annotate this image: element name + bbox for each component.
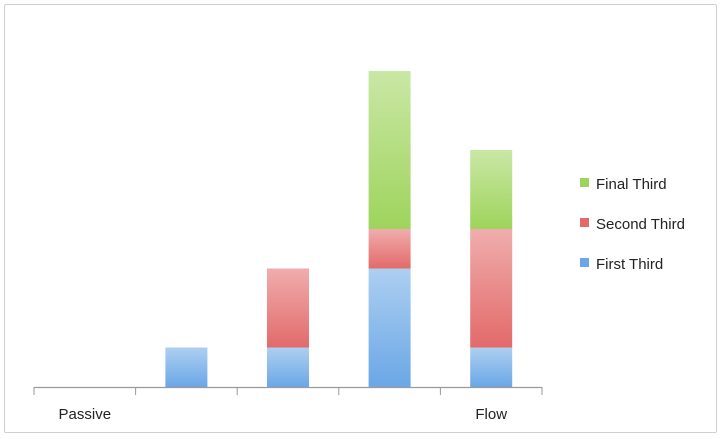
legend-swatch-first-third [580,258,589,267]
bar-second-third-cat3 [267,268,309,348]
x-tick-label: Passive [59,406,112,423]
bar-first-third-cat5 [470,347,513,387]
x-axis [33,386,543,395]
bars-layer [165,71,513,387]
bar-first-third-cat3 [267,347,309,387]
legend-swatch-final-third [580,178,589,187]
bar-second-third-cat4 [368,229,411,269]
bar-second-third-cat5 [470,229,513,348]
legend-label-second-third: Second Third [596,216,685,233]
legend: Final Third Second Third First Third [580,176,685,273]
bar-final-third-cat5 [470,150,513,229]
bar-first-third-cat2 [165,347,208,387]
legend-swatch-second-third [580,218,589,227]
chart-frame [4,4,717,433]
legend-label-final-third: Final Third [596,176,667,193]
legend-label-first-third: First Third [596,256,663,273]
x-tick-label: Flow [475,406,507,423]
x-tick-labels: Passive Flow [59,406,508,423]
bar-first-third-cat4 [368,268,411,387]
bar-final-third-cat4 [368,71,411,229]
